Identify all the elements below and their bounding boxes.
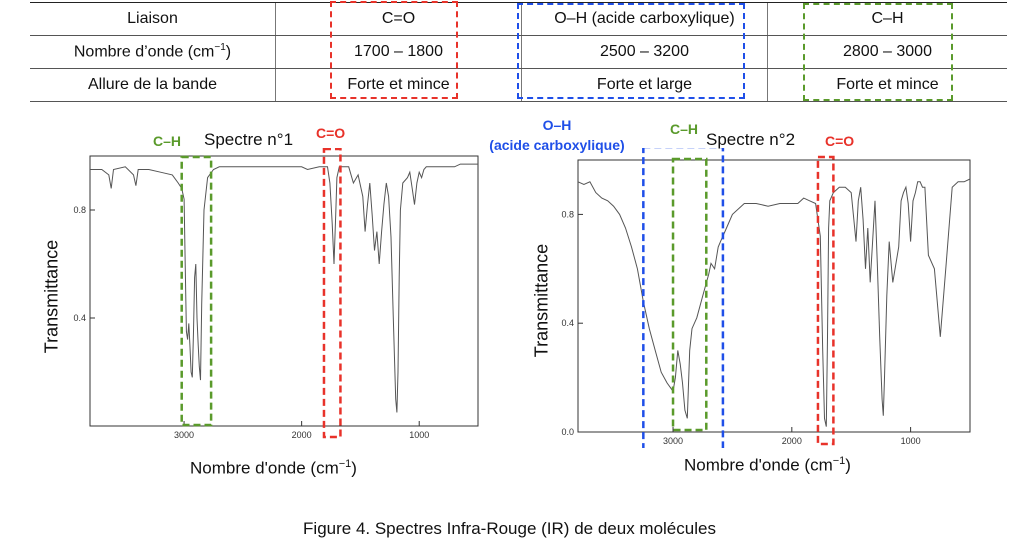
- y-tick-label: 0.8: [561, 209, 574, 219]
- oh-column-highlight: [517, 3, 745, 99]
- spectrum-1-chart: 3000 2000 1000 0.4 0.8: [73, 148, 479, 440]
- spectrum-2-title: Spectre n°2: [706, 130, 796, 149]
- plot-frame: [89, 155, 479, 427]
- x-tick-label: 1000: [409, 430, 429, 440]
- spectrum-2-oh-label: O–H (acide carboxylique): [472, 115, 642, 155]
- unit-superscript: −1: [214, 42, 226, 54]
- table-cell: Nombre d’onde (cm−1): [30, 35, 276, 69]
- y-tick-label: 0.4: [561, 318, 574, 328]
- x-label-close: ): [845, 455, 851, 475]
- spectrum-1-title: Spectre n°1: [204, 130, 294, 149]
- ir-bands-table: Liaison C=O O–H (acide carboxylique) C–H…: [30, 2, 1007, 102]
- table-cell: 2800 – 3000: [767, 35, 1007, 69]
- table-cell: 2500 – 3200: [521, 35, 768, 69]
- x-label-close: ): [351, 458, 357, 478]
- x-tick-label: 3000: [663, 436, 683, 446]
- spectrum-2-co-label: C=O: [825, 133, 855, 149]
- spectrum-curve: [90, 163, 478, 413]
- spectrum-curve: [577, 178, 971, 427]
- plot-frame: [577, 159, 971, 433]
- spectrum-1-ylabel: Transmittance: [41, 239, 62, 354]
- table-row: Allure de la bande Forte et mince Forte …: [30, 68, 1007, 102]
- table-cell: Forte et mince: [767, 68, 1007, 102]
- y-tick-label: 0.8: [73, 205, 86, 215]
- oh-label-main: O–H: [542, 117, 572, 133]
- co-band-highlight: [816, 155, 835, 446]
- co-column-highlight: [330, 1, 458, 99]
- x-label-sup: −1: [832, 455, 846, 467]
- spectrum-2-chart: 3000 2000 1000 0.0 0.4 0.8: [561, 148, 971, 448]
- ch-column-highlight: [803, 3, 953, 101]
- x-tick-label: 2000: [782, 436, 802, 446]
- table-cell: Forte et mince: [275, 68, 522, 102]
- spectrum-1-co-label: C=O: [316, 125, 346, 141]
- x-label-text: Nombre d'onde (cm: [684, 455, 833, 475]
- spectrum-2-xlabel: Nombre d'onde (cm−1): [684, 455, 851, 476]
- x-label-sup: −1: [338, 458, 352, 470]
- x-tick-label: 2000: [292, 430, 312, 440]
- ch-band-highlight: [180, 155, 213, 427]
- table-cell: C=O: [275, 2, 522, 36]
- table-cell: Liaison: [30, 2, 276, 36]
- ch-band-highlight: [671, 157, 708, 432]
- wavenumber-label: Nombre d’onde (cm: [73, 43, 215, 61]
- oh-band-highlight: [642, 148, 725, 448]
- table-cell: C–H: [767, 2, 1007, 36]
- spectrum-2-ch-label: C–H: [670, 121, 699, 137]
- table-cell: Allure de la bande: [30, 68, 276, 102]
- figure-caption: Figure 4. Spectres Infra-Rouge (IR) de d…: [303, 519, 716, 538]
- unit-close: ): [225, 43, 232, 61]
- y-tick-label: 0.0: [561, 427, 574, 437]
- spectrum-1-ch-label: C–H: [153, 133, 182, 149]
- spectrum-1-xlabel: Nombre d'onde (cm−1): [190, 458, 357, 479]
- x-label-text: Nombre d'onde (cm: [190, 458, 339, 478]
- x-tick-label: 1000: [901, 436, 921, 446]
- co-band-highlight: [322, 148, 342, 439]
- y-tick-label: 0.4: [73, 313, 86, 323]
- table-cell: Forte et large: [521, 68, 768, 102]
- x-tick-label: 3000: [174, 430, 194, 440]
- oh-label-sub: (acide carboxylique): [489, 137, 625, 153]
